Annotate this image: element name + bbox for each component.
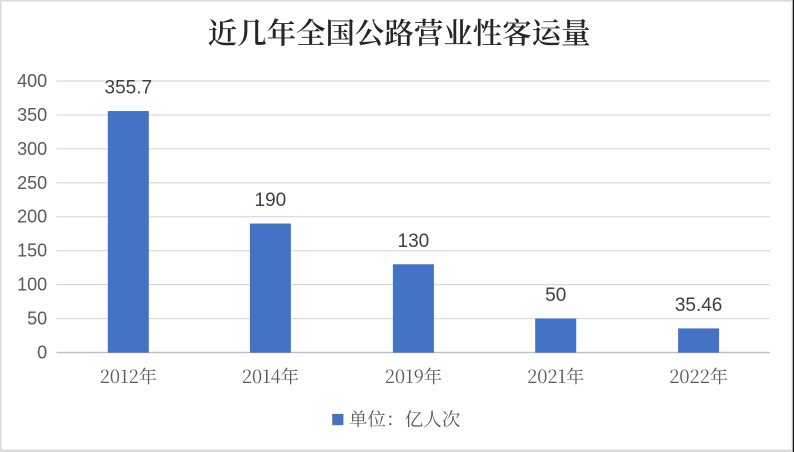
svg-text:100: 100 bbox=[17, 275, 47, 295]
svg-text:355.7: 355.7 bbox=[105, 78, 153, 99]
svg-text:250: 250 bbox=[17, 173, 47, 193]
svg-text:50: 50 bbox=[27, 309, 47, 329]
svg-text:150: 150 bbox=[17, 241, 47, 261]
svg-text:300: 300 bbox=[17, 139, 47, 159]
svg-text:190: 190 bbox=[255, 190, 287, 211]
svg-text:50: 50 bbox=[545, 285, 566, 306]
svg-text:130: 130 bbox=[398, 231, 430, 252]
svg-text:35.46: 35.46 bbox=[675, 295, 723, 316]
svg-text:200: 200 bbox=[17, 207, 47, 227]
svg-text:0: 0 bbox=[37, 343, 47, 363]
svg-text:350: 350 bbox=[17, 105, 47, 125]
svg-text:400: 400 bbox=[17, 71, 47, 91]
